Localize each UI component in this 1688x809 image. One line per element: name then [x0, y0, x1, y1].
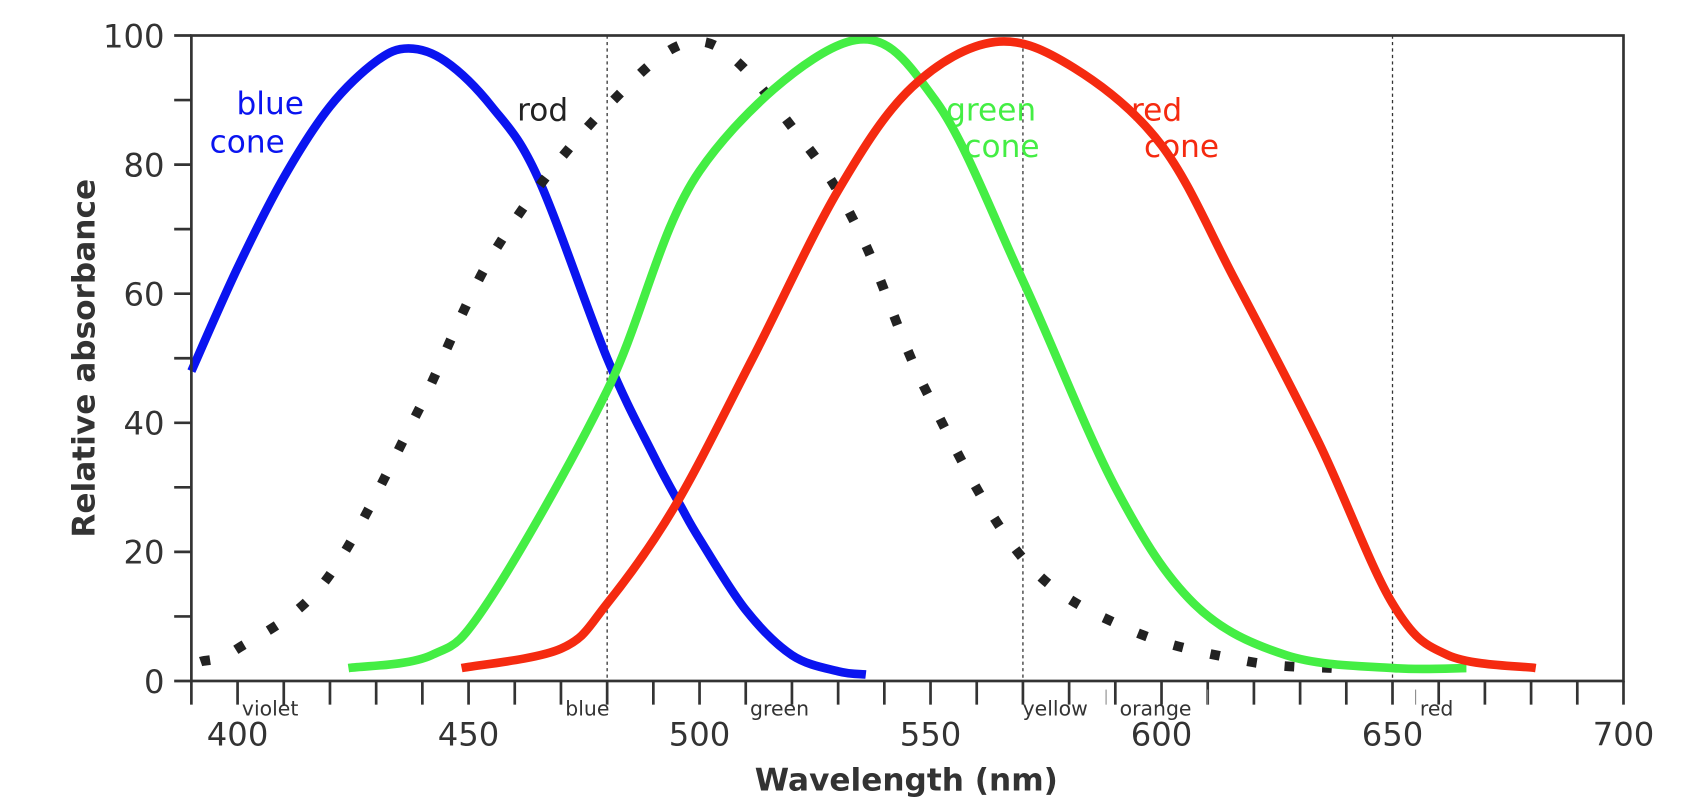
x-tick-label: 450 — [438, 716, 500, 754]
curve-label-green-cone: cone — [964, 129, 1039, 165]
x-axis-title: Wavelength (nm) — [755, 763, 1058, 799]
color-band-label: yellow — [1023, 696, 1088, 720]
series-blue-cone — [187, 44, 867, 679]
y-tick-label: 100 — [103, 17, 165, 55]
y-ticks: 0 20 40 60 80 100 — [103, 17, 192, 701]
curves — [187, 35, 1537, 679]
color-band-label: blue — [565, 696, 609, 720]
curve-label-red-cone: red — [1131, 92, 1182, 128]
y-tick-label: 80 — [123, 146, 164, 184]
curve-label-red-cone: cone — [1144, 129, 1219, 165]
color-band-label: violet — [242, 696, 298, 720]
y-tick-label: 60 — [123, 276, 164, 314]
color-band-label: green — [750, 696, 809, 720]
x-tick-label: 550 — [900, 716, 962, 754]
x-tick-label: 600 — [1131, 716, 1193, 754]
curve-label-green-cone: green — [946, 92, 1036, 128]
x-ticks: 400 450 500 550 600 650 700 — [190, 680, 1655, 754]
y-axis-title: Relative absorbance — [67, 179, 103, 538]
series-rod — [199, 36, 1333, 673]
series-green-cone — [347, 35, 1467, 674]
series-red-cone — [460, 37, 1537, 673]
x-tick-label: 500 — [669, 716, 731, 754]
y-tick-label: 20 — [123, 534, 164, 572]
color-band-label: orange — [1120, 696, 1192, 720]
curve-label-blue-cone: blue — [237, 86, 304, 122]
color-band-label: red — [1420, 696, 1453, 720]
y-tick-label: 40 — [123, 405, 164, 443]
y-tick-label: 0 — [144, 663, 165, 701]
x-tick-label: 650 — [1362, 716, 1424, 754]
color-band-labels: violet blue green yellow orange red — [242, 689, 1453, 720]
x-tick-label: 400 — [207, 716, 269, 754]
x-tick-label: 700 — [1593, 716, 1655, 754]
curve-label-rod: rod — [517, 92, 568, 128]
curve-label-blue-cone: cone — [210, 125, 285, 161]
